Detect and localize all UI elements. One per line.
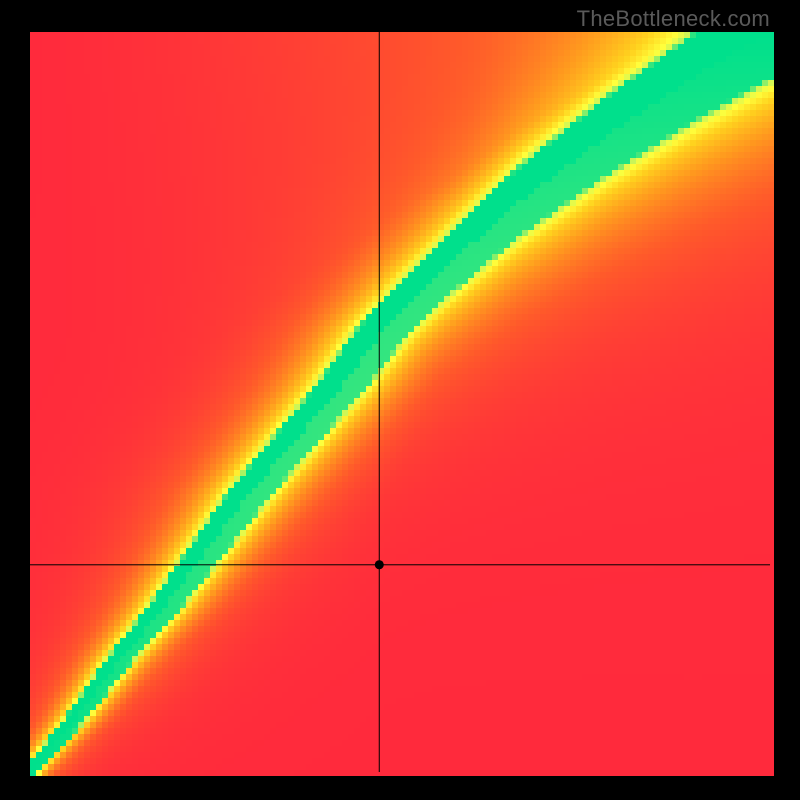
watermark-text: TheBottleneck.com: [577, 6, 770, 32]
bottleneck-heatmap: [0, 0, 800, 800]
chart-container: TheBottleneck.com: [0, 0, 800, 800]
